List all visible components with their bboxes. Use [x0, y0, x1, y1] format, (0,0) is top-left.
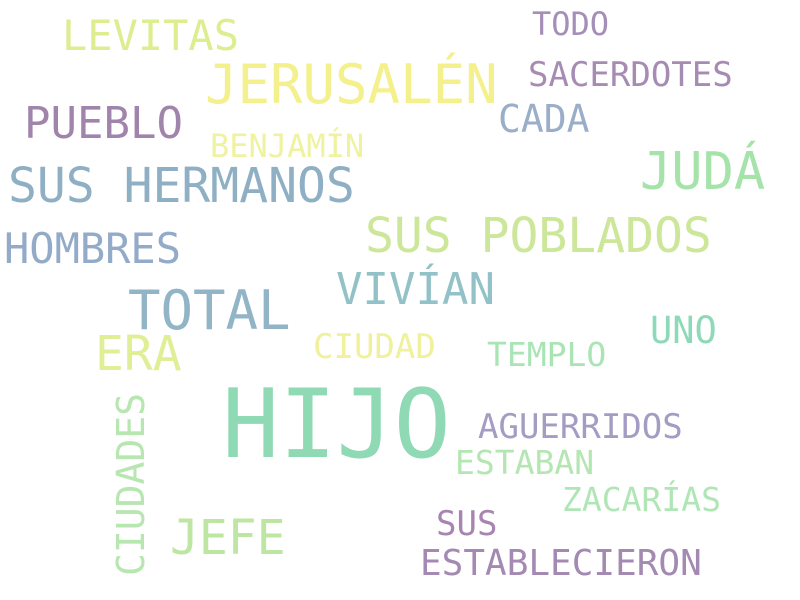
word-juda: JUDÁ [640, 142, 766, 202]
word-hombres: HOMBRES [4, 224, 182, 273]
word-todo: TODO [532, 5, 610, 43]
word-pueblo: PUEBLO [24, 98, 183, 149]
word-ciudad: CIUDAD [313, 327, 436, 367]
word-ciudades: CIUDADES [109, 392, 153, 576]
word-sus-hermanos: SUS HERMANOS [8, 158, 355, 214]
word-levitas: LEVITAS [62, 11, 240, 60]
word-sus-poblados: SUS POBLADOS [365, 208, 712, 264]
word-jerusalen: JERUSALÉN [205, 53, 498, 116]
word-sus: SUS [436, 504, 498, 544]
word-benjamin: BENJAMÍN [210, 127, 365, 165]
word-uno: UNO [650, 309, 717, 352]
word-vivian: VIVÍAN [336, 264, 495, 315]
word-zacarias: ZACARÍAS [562, 480, 721, 519]
word-sacerdotes: SACERDOTES [528, 55, 733, 95]
word-era: ERA [95, 326, 182, 382]
word-establecieron: ESTABLECIERON [420, 543, 702, 584]
word-estaban: ESTABAN [455, 443, 595, 482]
word-jefe: JEFE [170, 510, 286, 566]
word-templo: TEMPLO [487, 335, 607, 374]
word-total: TOTAL [128, 279, 291, 342]
word-hijo: HIJO [222, 370, 451, 480]
word-aguerridos: AGUERRIDOS [478, 407, 683, 447]
word-cada: CADA [498, 97, 590, 141]
